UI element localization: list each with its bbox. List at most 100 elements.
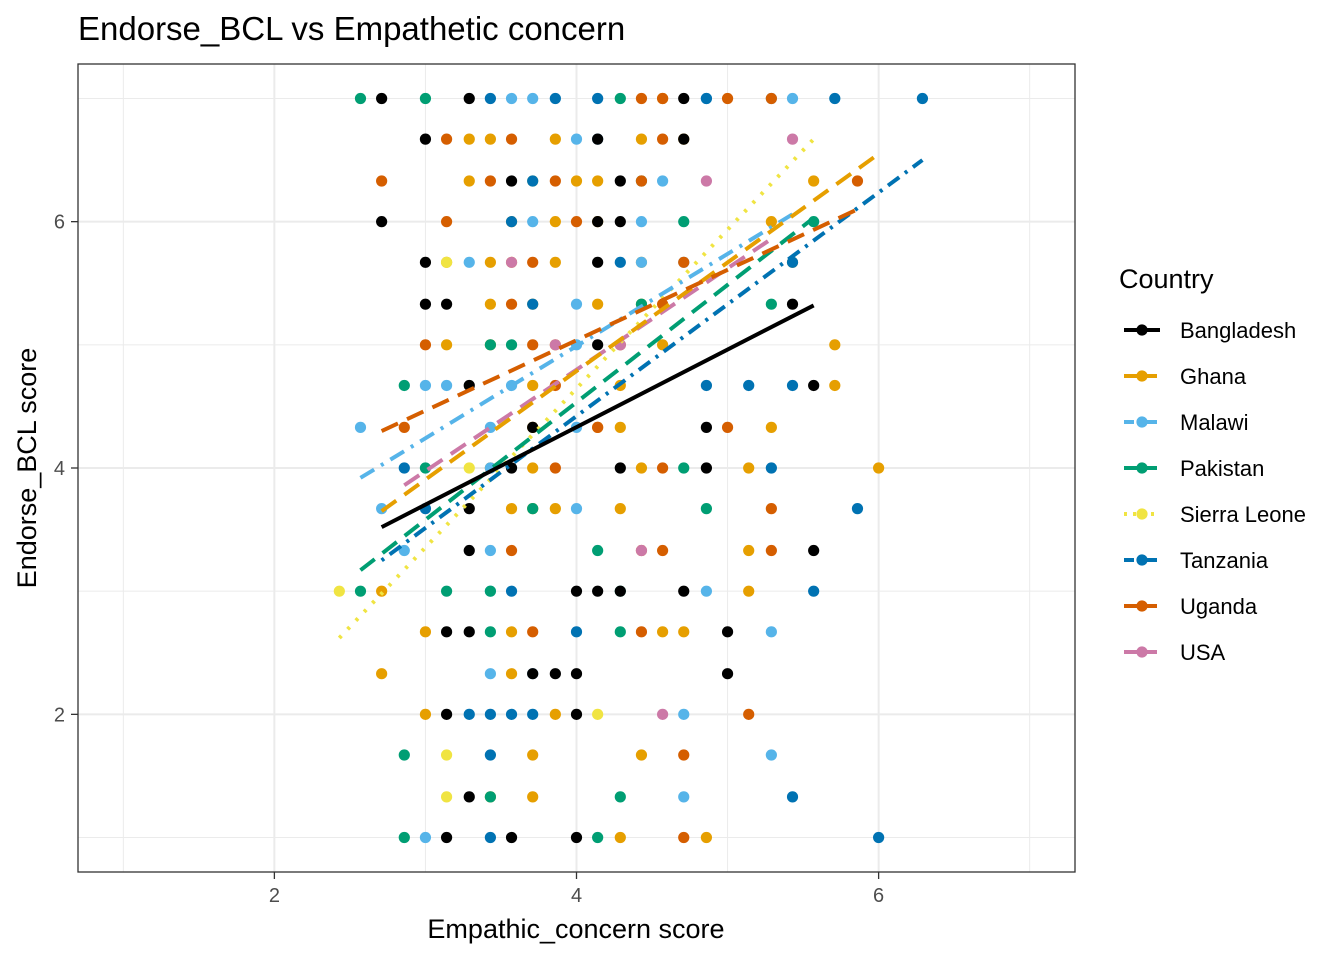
data-point <box>657 339 669 351</box>
data-point <box>354 92 367 105</box>
legend-key-point <box>1136 416 1148 428</box>
data-point <box>635 544 648 557</box>
data-point <box>614 256 626 268</box>
data-point <box>549 462 561 474</box>
data-point <box>527 503 539 515</box>
legend-items: Bangladesh Ghana Malawi Pakistan Sierra Leon… <box>1124 318 1306 665</box>
data-point <box>484 626 496 638</box>
data-point <box>700 175 713 187</box>
legend-item-bangladesh: Bangladesh <box>1124 318 1296 343</box>
data-point <box>398 462 410 474</box>
legend-title: Country <box>1119 264 1214 294</box>
data-point <box>463 175 475 187</box>
data-point <box>419 92 432 105</box>
legend-label: Sierra Leone <box>1180 502 1306 527</box>
data-point <box>398 421 410 433</box>
legend-item-sierra-leone: Sierra Leone <box>1124 502 1306 527</box>
x-tick-label: 6 <box>873 885 884 907</box>
legend-item-tanzania: Tanzania <box>1124 548 1269 573</box>
data-point <box>570 626 583 638</box>
data-point <box>549 668 561 680</box>
data-point <box>743 379 755 392</box>
data-point <box>786 133 799 145</box>
legend-label: Malawi <box>1180 410 1248 435</box>
data-point <box>440 133 453 145</box>
data-point <box>721 92 734 105</box>
data-point <box>570 216 583 228</box>
data-point <box>440 585 453 597</box>
x-axis-title: Empathic_concern score <box>427 914 724 944</box>
data-point <box>527 379 539 392</box>
data-point <box>463 626 475 638</box>
data-point <box>657 544 669 557</box>
data-point <box>678 791 690 803</box>
data-point <box>484 585 496 597</box>
legend-key-point <box>1136 554 1148 566</box>
data-point <box>484 831 496 844</box>
data-point <box>678 462 690 474</box>
legend-item-malawi: Malawi <box>1124 410 1248 435</box>
data-point <box>419 339 432 351</box>
data-point <box>440 298 453 310</box>
data-point <box>678 708 690 720</box>
data-point <box>614 791 626 803</box>
data-point <box>505 92 518 105</box>
data-point <box>873 831 885 844</box>
data-point <box>635 462 648 474</box>
data-point <box>440 626 453 638</box>
trend-line-uganda <box>380 207 859 433</box>
data-point <box>851 175 864 187</box>
data-point <box>808 379 820 392</box>
data-point <box>484 339 496 351</box>
data-point <box>484 175 496 187</box>
data-point <box>463 503 475 515</box>
data-point <box>549 133 561 145</box>
data-point <box>549 339 561 351</box>
data-point <box>678 749 690 761</box>
data-point <box>592 831 604 844</box>
data-point <box>549 708 561 720</box>
legend-key-point <box>1136 646 1148 658</box>
data-point <box>592 175 604 187</box>
data-point <box>419 831 432 844</box>
data-point <box>398 379 410 392</box>
data-point <box>376 175 388 187</box>
data-point <box>419 462 432 474</box>
data-point <box>463 462 475 474</box>
data-point <box>398 831 410 844</box>
legend-item-uganda: Uganda <box>1124 594 1258 619</box>
legend-label: Pakistan <box>1180 456 1264 481</box>
data-point <box>419 379 432 392</box>
data-point <box>419 708 432 720</box>
data-point <box>505 462 518 474</box>
data-point <box>440 791 453 803</box>
data-point <box>570 668 583 680</box>
x-tick-label: 2 <box>269 885 280 907</box>
axes: 2 4 6 2 4 6 <box>54 212 884 907</box>
data-point <box>700 585 713 597</box>
y-axis-title: Endorse_BCL score <box>12 348 42 589</box>
data-point <box>463 133 475 145</box>
legend-key-point <box>1136 462 1148 474</box>
y-tick-label: 4 <box>54 458 65 480</box>
y-tick-label: 6 <box>54 212 65 234</box>
data-point <box>527 216 539 228</box>
data-point <box>463 544 475 557</box>
legend-label: USA <box>1180 640 1226 665</box>
data-point <box>484 791 496 803</box>
data-point <box>527 791 539 803</box>
legend-item-usa: USA <box>1124 640 1226 665</box>
data-point <box>592 421 604 433</box>
data-point <box>592 298 604 310</box>
data-point <box>376 668 388 680</box>
data-point <box>678 92 690 105</box>
data-point <box>614 831 626 844</box>
data-point <box>505 298 518 310</box>
data-point <box>527 175 539 187</box>
data-point <box>463 92 475 105</box>
data-point <box>570 298 583 310</box>
data-point <box>635 216 648 228</box>
data-point <box>592 216 604 228</box>
data-point <box>570 831 583 844</box>
data-point <box>743 585 755 597</box>
